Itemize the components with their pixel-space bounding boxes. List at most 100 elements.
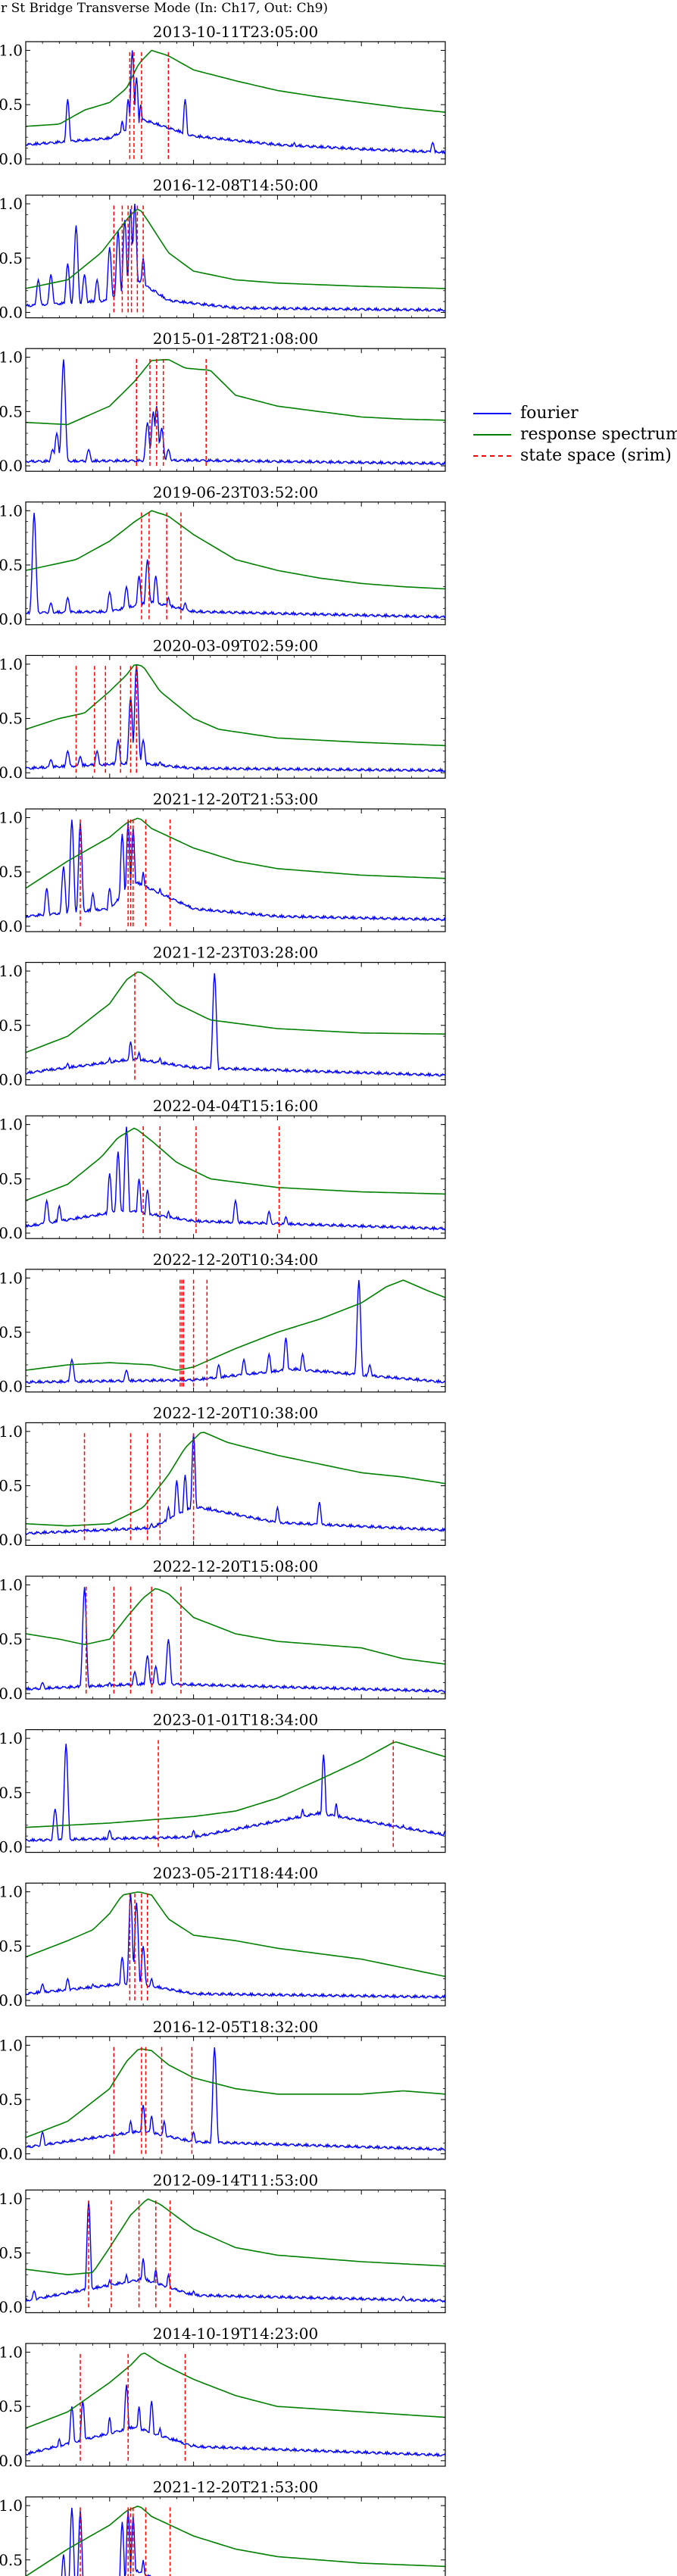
y-tick-label: 0.5 (0, 863, 23, 881)
panel-title: 2022-12-20T10:38:00 (153, 1404, 318, 1422)
response-spectrum-line (26, 1588, 445, 1665)
panel-frame (25, 1729, 446, 1853)
fourier-line (26, 204, 445, 313)
response-spectrum-line (26, 2506, 445, 2576)
y-tick-label: 0.0 (0, 1070, 23, 1088)
panel-frame (25, 1115, 446, 1239)
panel-title: 2022-04-04T15:16:00 (153, 1097, 318, 1115)
plot-area (26, 1124, 445, 1234)
panel: 2016-12-05T18:32:00 0.0 0.5 1.0 (0, 2018, 446, 2163)
y-tick-label: 0.0 (0, 763, 23, 782)
response-spectrum-line (26, 1741, 445, 1828)
fourier-line (61, 2507, 151, 2576)
panel-title: 2016-12-08T14:50:00 (153, 176, 318, 195)
y-tick-label: 0.0 (0, 1991, 23, 2009)
panel-frame (25, 2496, 446, 2576)
panel-title: 2021-12-23T03:28:00 (153, 944, 318, 962)
panel: 2022-12-20T10:34:00 0.0 0.5 1.0 (0, 1251, 446, 1396)
y-tick-label: 0.0 (0, 2145, 23, 2163)
response-spectrum-line (26, 1891, 445, 1978)
y-tick-label: 1.0 (0, 195, 23, 213)
y-tick-label: 0.0 (0, 457, 23, 475)
fourier-line (26, 1433, 445, 1535)
y-tick-label: 0.5 (0, 556, 23, 574)
y-tick-label: 1.0 (0, 1422, 23, 1441)
panel-title: 2022-12-20T15:08:00 (153, 1557, 318, 1575)
y-tick-label: 1.0 (0, 1269, 23, 1287)
response-spectrum-line (26, 817, 445, 889)
y-tick-label: 0.0 (0, 150, 23, 168)
plot-area (26, 2506, 445, 2576)
response-spectrum-line (26, 510, 445, 590)
legend-entry-response-spectrum: response spectrum (473, 424, 677, 445)
panel-frame (25, 2189, 446, 2313)
legend: fourier response spectrum state space (s… (473, 403, 677, 467)
fourier-line (26, 2047, 445, 2152)
y-tick-label: 0.0 (0, 2298, 23, 2316)
y-tick-label: 1.0 (0, 2190, 23, 2208)
legend-entry-state-space: state space (srim) (473, 445, 672, 467)
response-spectrum-line (26, 1279, 445, 1371)
panels: 2013-10-11T23:05:000.00.51.02016-12-08T1… (0, 23, 446, 2576)
panel-title: 2016-12-05T18:32:00 (153, 2018, 318, 2036)
fourier-line (26, 50, 445, 155)
fourier-line (26, 513, 445, 620)
y-tick-label: 0.5 (0, 1169, 23, 1188)
y-tick-label: 0.0 (0, 610, 23, 629)
plot-area (26, 204, 445, 313)
y-tick-label: 0.5 (0, 2397, 23, 2415)
y-tick-label: 0.0 (0, 1531, 23, 1549)
panel-frame (25, 2343, 446, 2467)
panel: 2022-12-20T10:38:00 0.0 0.5 1.0 (0, 1404, 446, 1549)
y-tick-label: 1.0 (0, 655, 23, 673)
y-tick-label: 1.0 (0, 1116, 23, 1134)
panel-title: 2023-01-01T18:34:00 (153, 1711, 318, 1729)
response-spectrum-line (26, 2198, 445, 2276)
panel: 2013-10-11T23:05:00 0.0 0.5 1.0 (0, 23, 446, 168)
y-tick-label: 0.5 (0, 1630, 23, 1648)
legend-swatch-response-spectrum (473, 434, 511, 436)
response-spectrum-line (26, 49, 445, 127)
y-tick-label: 0.5 (0, 1937, 23, 1955)
plot-area (26, 2352, 445, 2461)
y-tick-label: 1.0 (0, 501, 23, 520)
y-tick-label: 0.5 (0, 2244, 23, 2262)
panel: 2014-10-19T14:23:00 0.0 0.5 1.0 (0, 2325, 446, 2470)
plot-area (26, 1278, 445, 1387)
legend-label-response-spectrum: response spectrum (520, 425, 677, 444)
panel: 2021-12-20T21:53:00 0.0 0.5 1.0 (0, 790, 446, 935)
fourier-line (26, 1126, 445, 1232)
plot-area (26, 1738, 445, 1847)
legend-swatch-state-space (473, 455, 511, 457)
fourier-line (26, 1587, 445, 1694)
panel: 2020-03-09T02:59:00 0.0 0.5 1.0 (0, 636, 446, 782)
panel-title: 2020-03-09T02:59:00 (153, 636, 318, 654)
panel-frame (25, 41, 446, 165)
y-tick-label: 0.0 (0, 1685, 23, 1703)
response-spectrum-line (26, 971, 445, 1054)
panel-title: 2019-06-23T03:52:00 (153, 483, 318, 501)
response-spectrum-line (26, 664, 445, 747)
y-tick-label: 0.0 (0, 1224, 23, 1242)
plot-area (26, 664, 445, 773)
response-spectrum-line (26, 2352, 445, 2429)
y-tick-label: 0.0 (0, 303, 23, 321)
y-tick-label: 1.0 (0, 348, 23, 367)
plot-area (26, 49, 445, 159)
legend-swatch-fourier (473, 413, 511, 414)
panel-frame (25, 654, 446, 779)
y-tick-label: 0.5 (0, 95, 23, 114)
y-tick-label: 0.0 (0, 917, 23, 935)
response-spectrum-line (26, 2048, 445, 2138)
panel-frame (25, 1575, 446, 1700)
plot-area (26, 971, 445, 1080)
panel-frame (25, 1422, 446, 1547)
y-tick-label: 0.0 (0, 2452, 23, 2470)
y-tick-label: 1.0 (0, 41, 23, 59)
panel-title: 2023-05-21T18:44:00 (153, 1864, 318, 1882)
response-spectrum-line (26, 1127, 445, 1201)
panel-title: 2022-12-20T10:34:00 (153, 1251, 318, 1269)
y-tick-label: 1.0 (0, 962, 23, 980)
response-spectrum-line (26, 358, 445, 426)
panel-frame (25, 501, 446, 626)
